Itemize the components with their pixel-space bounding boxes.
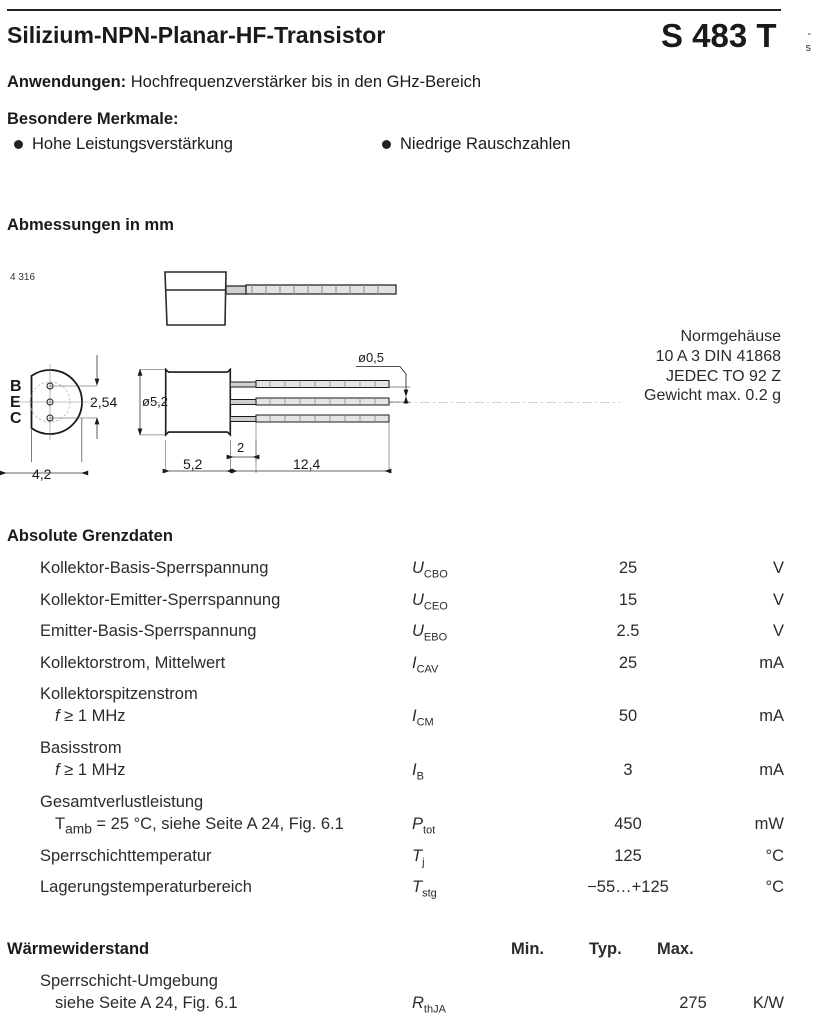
svg-text:B: B (10, 378, 22, 395)
svg-text:4,2: 4,2 (32, 466, 52, 482)
svg-text:12,4: 12,4 (293, 456, 320, 472)
svg-text:C: C (10, 410, 22, 427)
svg-text:ø0,5: ø0,5 (358, 350, 384, 365)
svg-text:2: 2 (237, 440, 244, 455)
svg-text:2,54: 2,54 (90, 394, 117, 410)
svg-text:5,2: 5,2 (183, 456, 203, 472)
svg-text:ø5,2: ø5,2 (142, 394, 168, 409)
svg-text:4 316: 4 316 (10, 272, 35, 283)
svg-text:E: E (10, 394, 21, 411)
